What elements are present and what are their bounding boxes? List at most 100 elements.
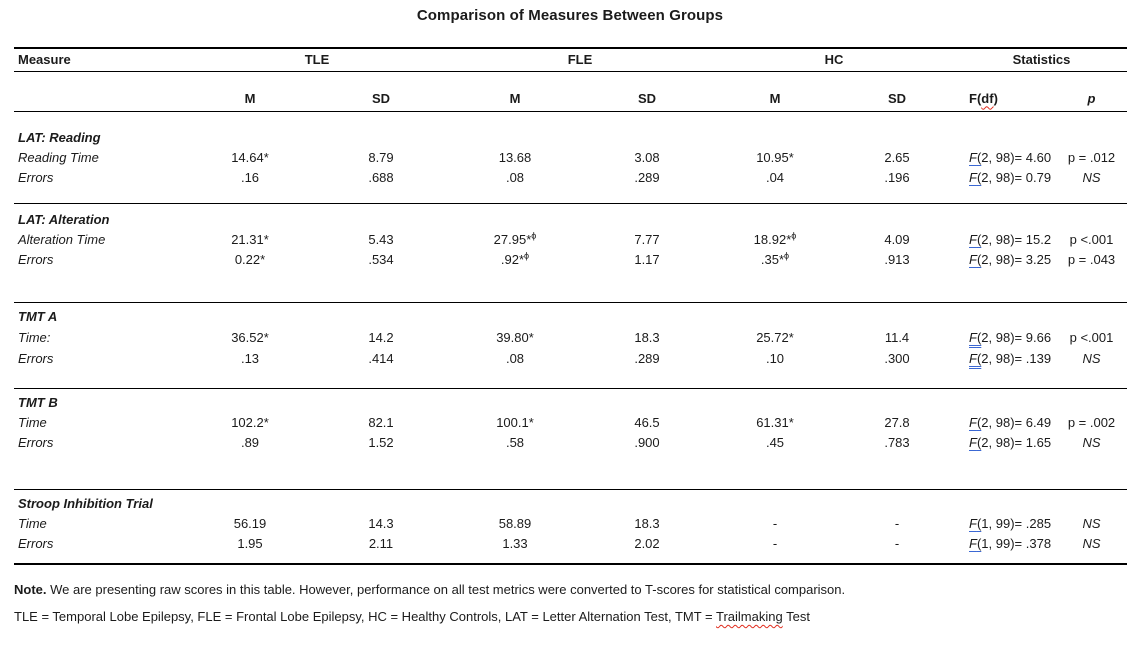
fle-sd-header: SD	[637, 90, 657, 106]
mean-cell: 25.72*	[756, 330, 794, 345]
table-row: Reading Time 14.64* 8.79 13.68 3.08 10.95* 2.6…	[14, 147, 1127, 167]
sd-cell: 14.3	[368, 515, 394, 531]
abbrev-text-end: Test	[782, 609, 810, 624]
mean-cell: .35*ϕ	[760, 250, 790, 267]
spacer-row	[14, 553, 1127, 564]
measure-label: Errors	[18, 351, 54, 366]
sd-cell: .289	[634, 169, 660, 185]
empty-header-cell	[14, 71, 186, 111]
sd-cell: .783	[884, 434, 910, 450]
page-title: Comparison of Measures Between Groups	[416, 7, 724, 24]
mean-cell: -	[772, 515, 778, 531]
table-row: Errors 0.22* .534 .92*ϕ 1.17 .35*ϕ .913 F(2, 98…	[14, 249, 1127, 269]
mean-cell: .58	[505, 434, 525, 450]
table-note: Note. We are presenting raw scores in th…	[14, 582, 1140, 597]
mean-cell: 0.22*	[234, 251, 266, 267]
mean-cell: .89	[240, 434, 260, 450]
trailmaking-misspell-squiggle: Trailmaking	[716, 609, 783, 624]
section-title-row: TMT A	[14, 306, 1127, 327]
table-row: Alteration Time 21.31* 5.43 27.95*ϕ 7.77 18.9…	[14, 229, 1127, 249]
section-title-row: LAT: Alteration	[14, 209, 1127, 229]
sd-cell: .300	[884, 351, 910, 366]
f-grammar-underline: F(	[969, 351, 982, 366]
f-grammar-underline: F(	[969, 149, 982, 165]
section-title-row: TMT B	[14, 392, 1127, 412]
measure-label: Time	[18, 414, 47, 430]
mean-cell: -	[772, 535, 778, 551]
sd-cell: 2.11	[368, 535, 394, 551]
f-grammar-underline: F(	[969, 515, 982, 531]
mean-cell: 36.52*	[231, 330, 269, 345]
p-value-cell: NS	[1082, 535, 1101, 551]
f-grammar-underline: F(	[969, 169, 982, 185]
sd-cell: 11.4	[884, 330, 910, 345]
f-statistic-cell: F(2, 98)= 1.65	[969, 434, 1052, 450]
fle-mean-header: M	[509, 90, 521, 106]
measure-label: Errors	[18, 434, 54, 450]
note-text: We are presenting raw scores in this tab…	[46, 582, 846, 597]
mean-cell: 1.33	[502, 535, 528, 551]
sd-cell: 2.02	[634, 535, 660, 551]
f-statistic-cell: F(1, 99)= .378	[969, 535, 1052, 551]
mean-cell: .08	[505, 169, 525, 185]
spacer-cell	[14, 369, 1127, 388]
p-value-cell: p = .043	[1067, 251, 1116, 267]
p-value-header: p	[1087, 90, 1096, 106]
mean-cell: 18.92*ϕ	[753, 230, 797, 247]
sd-cell: 18.3	[634, 330, 660, 345]
f-grammar-underline: F(	[969, 330, 982, 345]
sd-cell: 82.1	[368, 414, 394, 430]
mean-cell: .45	[765, 434, 785, 450]
measure-label: Time	[18, 515, 47, 531]
sd-cell: .196	[884, 169, 910, 185]
mean-cell: 21.31*	[231, 231, 269, 247]
mean-cell: 56.19	[233, 515, 267, 531]
statistics-group-header: Statistics	[1012, 52, 1071, 68]
section-title-row: LAT: Reading	[14, 127, 1127, 147]
group-header-row: Measure TLE FLE HC Statistics	[14, 48, 1127, 71]
table-row: Time 102.2* 82.1 100.1* 46.5 61.31* 27.8 F(2, 9…	[14, 412, 1127, 432]
f-statistic-cell: F(2, 98)= 15.2	[969, 231, 1052, 247]
spacer-row	[14, 111, 1127, 127]
p-value-cell: p = .012	[1067, 149, 1116, 165]
measure-label: Errors	[18, 251, 54, 267]
spacer-cell	[14, 553, 1127, 564]
table-section: TMT A Time: 36.52* 14.2 39.80* 18.3 25.72* 11.4…	[14, 302, 1127, 388]
phi-superscript: ϕ	[531, 230, 537, 241]
mean-cell: .13	[240, 351, 260, 366]
f-grammar-underline: F(	[969, 251, 982, 267]
hc-sd-header: SD	[887, 90, 907, 106]
spacer-cell	[14, 269, 1127, 302]
spacer-cell	[14, 452, 1127, 489]
sd-cell: .289	[634, 351, 660, 366]
mean-cell: .08	[505, 351, 525, 366]
sd-cell: 5.43	[368, 231, 394, 247]
mean-cell: .04	[765, 169, 785, 185]
section-title: Stroop Inhibition Trial	[18, 495, 153, 511]
sd-cell: 1.17	[634, 251, 660, 267]
table-section: LAT: Reading Reading Time 14.64* 8.79 13.68 3…	[14, 111, 1127, 203]
mean-cell: 58.89	[498, 515, 532, 531]
spacer-cell	[14, 111, 1127, 127]
table-row: Errors 1.95 2.11 1.33 2.02 - - F(1, 99)= .378 NS	[14, 533, 1127, 553]
tle-sd-header: SD	[371, 90, 391, 106]
mean-cell: 13.68	[498, 149, 532, 165]
sd-cell: 14.2	[368, 330, 394, 345]
sd-cell: 4.09	[884, 231, 910, 247]
f-statistic-cell: F(1, 99)= .285	[969, 515, 1052, 531]
mean-cell: 1.95	[237, 535, 263, 551]
table-section: LAT: Alteration Alteration Time 21.31* 5.43…	[14, 203, 1127, 302]
f-statistic-cell: F(2, 98)= 6.49	[969, 414, 1052, 430]
table-row: Errors .13 .414 .08 .289 .10 .300 F(2, 98)= .13…	[14, 348, 1127, 369]
sub-header-row: M SD M SD M SD F(df) p	[14, 71, 1127, 111]
df-misspell-squiggle: df	[981, 90, 994, 106]
mean-cell: 102.2*	[231, 414, 269, 430]
sd-cell: .688	[368, 169, 394, 185]
f-df-header: F(df)	[956, 71, 1056, 111]
table-header: Measure TLE FLE HC Statistics M SD M SD …	[14, 48, 1127, 111]
measure-label: Errors	[18, 169, 54, 185]
sd-cell: .414	[368, 351, 394, 366]
tle-group-header: TLE	[304, 52, 330, 68]
section-title: LAT: Reading	[18, 129, 101, 145]
section-title-row: Stroop Inhibition Trial	[14, 493, 1127, 513]
